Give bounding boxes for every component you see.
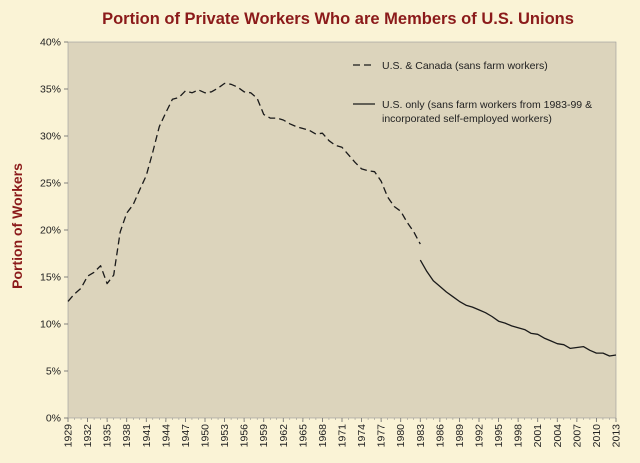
series-line-us-only bbox=[419, 259, 617, 357]
x-tick-label: 2010 bbox=[591, 424, 603, 448]
x-tick-label: 1995 bbox=[493, 424, 505, 448]
plot-area bbox=[67, 41, 617, 419]
x-tick-label: 1944 bbox=[160, 424, 172, 448]
y-tick-label: 40% bbox=[40, 37, 61, 49]
y-tick-label: 20% bbox=[40, 225, 61, 237]
y-tick-label: 15% bbox=[40, 272, 61, 284]
x-tick-label: 1929 bbox=[63, 424, 75, 448]
x-tick-label: 1953 bbox=[219, 424, 231, 448]
x-tick-label: 1968 bbox=[317, 424, 329, 448]
x-tick-label: 1941 bbox=[141, 424, 153, 448]
legend: U.S. & Canada (sans farm workers) U.S. on… bbox=[353, 60, 595, 125]
x-tick-label: 1983 bbox=[415, 424, 427, 448]
x-tick-label: 1989 bbox=[454, 424, 466, 448]
x-tick-label: 1971 bbox=[337, 424, 349, 448]
x-tick-label: 1992 bbox=[474, 424, 486, 448]
x-tick-label: 1974 bbox=[356, 424, 368, 448]
x-tick-label: 1998 bbox=[513, 424, 525, 448]
y-tick-label: 30% bbox=[40, 131, 61, 143]
y-tick-label: 0% bbox=[46, 413, 61, 425]
y-tick-label: 5% bbox=[46, 366, 61, 378]
y-tick-label: 10% bbox=[40, 319, 61, 331]
x-tick-label: 1962 bbox=[278, 424, 290, 448]
x-tick-label: 1980 bbox=[395, 424, 407, 448]
y-axis-label: Portion of Workers bbox=[9, 163, 25, 289]
x-tick-label: 1935 bbox=[102, 424, 114, 448]
x-tick-label: 1938 bbox=[121, 424, 133, 448]
series-line-us-canada bbox=[67, 82, 421, 302]
x-tick-label: 1947 bbox=[180, 424, 192, 448]
x-tick-label: 1965 bbox=[297, 424, 309, 448]
x-tick-label: 2001 bbox=[532, 424, 544, 448]
x-tick-label: 2013 bbox=[611, 424, 623, 448]
x-tick-label: 1977 bbox=[376, 424, 388, 448]
chart-title: Portion of Private Workers Who are Membe… bbox=[102, 10, 574, 28]
y-tick-label: 35% bbox=[40, 84, 61, 96]
x-tick-label: 1932 bbox=[82, 424, 94, 448]
marks-layer: 0% 5% 10% 15% 20% 25% 30% 35% 40% 1929 1932 1935 193… bbox=[40, 37, 623, 448]
x-tick-label: 1956 bbox=[239, 424, 251, 448]
x-tick-label: 1986 bbox=[434, 424, 446, 448]
legend-label-us-only: U.S. only (sans farm workers from 1983-9… bbox=[382, 99, 595, 125]
x-tick-label: 2007 bbox=[571, 424, 583, 448]
legend-label-us-canada: U.S. & Canada (sans farm workers) bbox=[382, 60, 548, 72]
x-tick-label: 1950 bbox=[200, 424, 212, 448]
y-tick-label: 25% bbox=[40, 178, 61, 190]
x-tick-label: 1959 bbox=[258, 424, 270, 448]
x-tick-label: 2004 bbox=[552, 424, 564, 448]
